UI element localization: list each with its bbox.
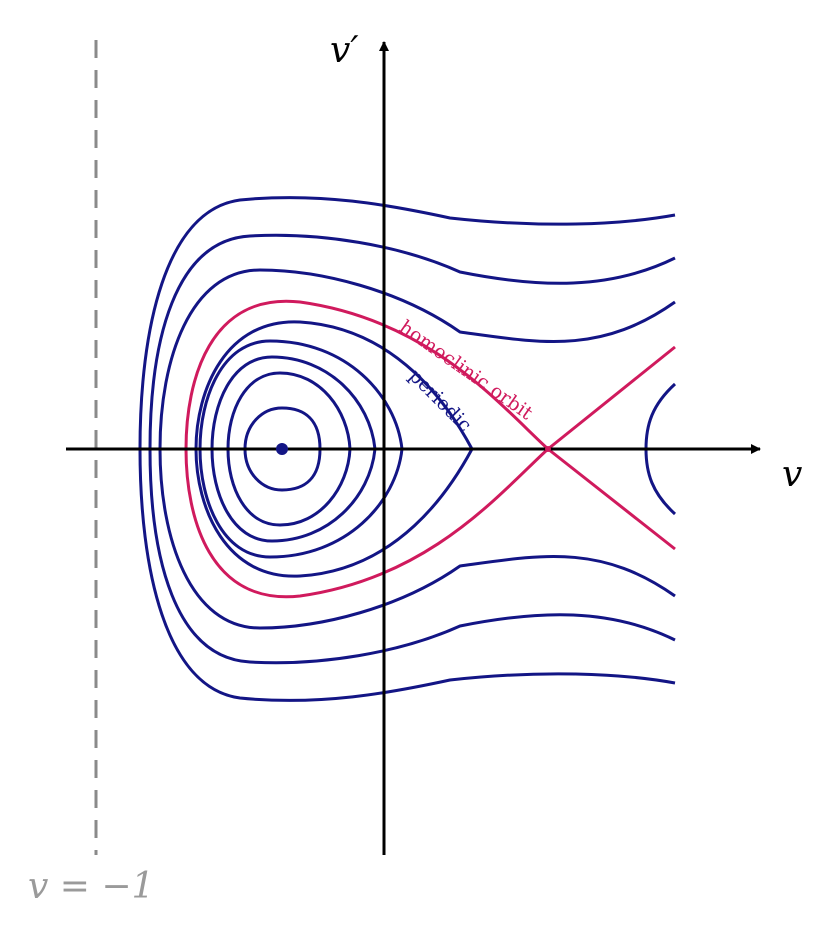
saddle-fixed-point bbox=[545, 446, 551, 452]
separatrix-upper-right bbox=[547, 345, 676, 451]
center-fixed-point bbox=[276, 443, 288, 455]
x-axis-label: v bbox=[782, 454, 802, 495]
y-axis-label: v′ bbox=[330, 30, 359, 71]
separatrix-lower-right bbox=[547, 447, 676, 551]
asymptote-label: v = −1 bbox=[28, 866, 154, 907]
